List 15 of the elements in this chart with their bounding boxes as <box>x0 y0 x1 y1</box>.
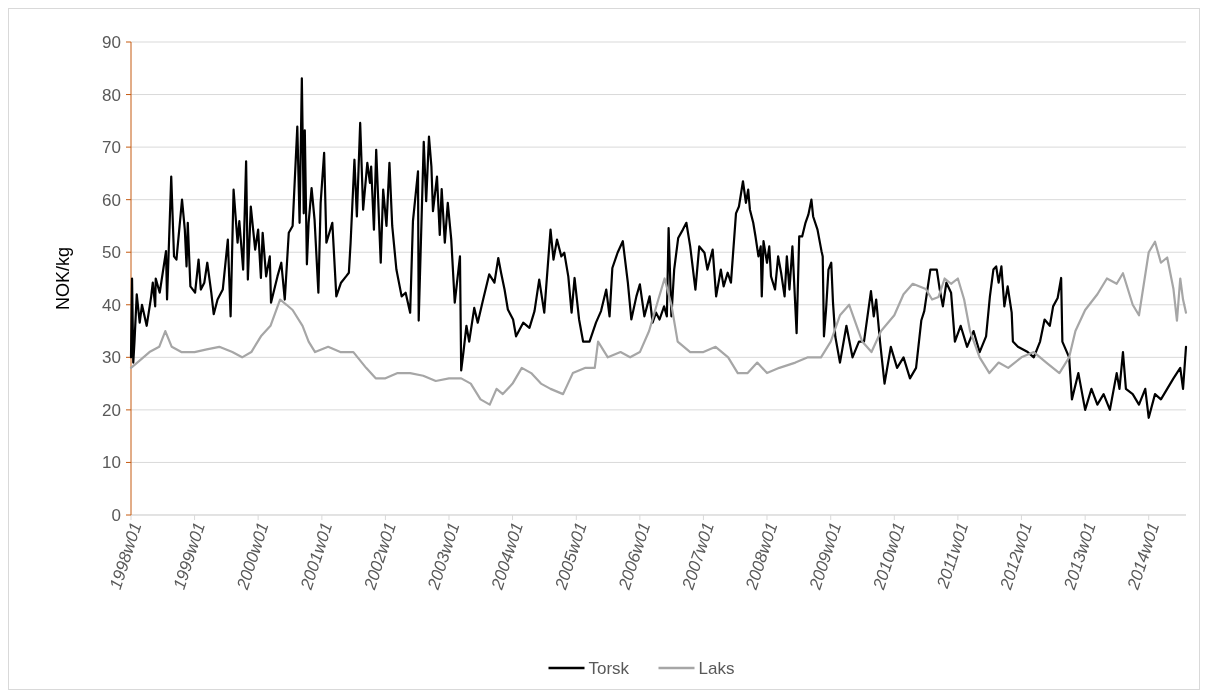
y-axis-title: NOK/kg <box>53 246 73 311</box>
y-tick-label: 0 <box>111 505 121 525</box>
legend-label: Torsk <box>588 658 630 678</box>
y-tick-label: 10 <box>102 453 121 473</box>
y-tick-label: 70 <box>102 138 121 158</box>
y-tick-label: 60 <box>102 190 121 210</box>
y-tick-label: 20 <box>102 400 121 420</box>
y-tick-label: 80 <box>102 85 121 105</box>
line-series <box>129 240 1188 406</box>
y-tick-label: 30 <box>102 348 121 368</box>
y-tick-label: 90 <box>102 32 121 52</box>
y-tick-label: 40 <box>102 295 121 315</box>
line-series <box>129 77 1188 419</box>
legend-label: Laks <box>698 658 735 678</box>
y-tick-label: 50 <box>102 243 121 263</box>
